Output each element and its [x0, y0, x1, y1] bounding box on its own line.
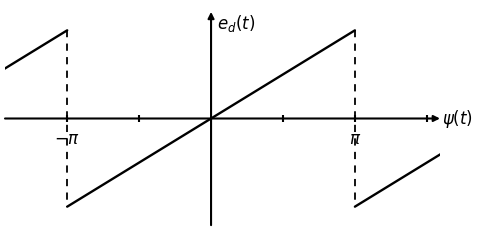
- Text: $-\pi$: $-\pi$: [54, 130, 80, 148]
- Text: $\psi(t)$: $\psi(t)$: [442, 108, 474, 129]
- Text: $\pi$: $\pi$: [349, 130, 361, 148]
- Text: $e_d(t)$: $e_d(t)$: [216, 13, 254, 34]
